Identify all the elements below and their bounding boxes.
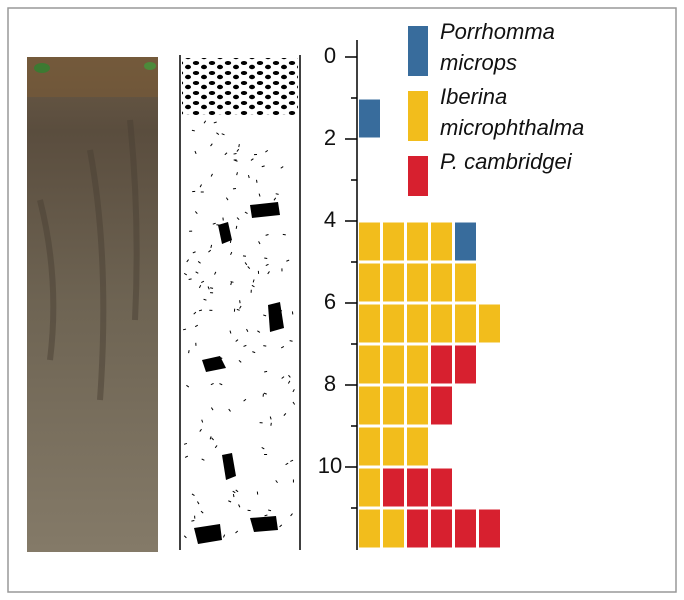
frame: [7, 7, 677, 593]
cell: [359, 345, 380, 384]
legend-label: P. cambridgei: [440, 149, 572, 174]
cell: [407, 222, 428, 261]
bar-segment: [407, 509, 500, 548]
cell: [479, 304, 500, 343]
y-tick-label: 0: [324, 43, 336, 68]
cell: [431, 345, 452, 384]
cell: [383, 304, 404, 343]
cell: [407, 509, 428, 548]
soil-profile: [179, 55, 301, 550]
cell: [407, 386, 428, 425]
bar-segment: [359, 222, 452, 261]
cell: [383, 427, 404, 466]
legend-swatch: [408, 91, 428, 141]
cell: [455, 263, 476, 302]
cell: [455, 345, 476, 384]
cell: [359, 509, 380, 548]
cell: [431, 386, 452, 425]
cell: [407, 304, 428, 343]
cell: [407, 263, 428, 302]
cell: [359, 222, 380, 261]
legend-item: Porrhomma microps: [408, 16, 615, 78]
cell: [431, 509, 452, 548]
bar-segment: [431, 386, 452, 425]
bar-segment: [359, 263, 476, 302]
cell: [383, 263, 404, 302]
cell: [359, 263, 380, 302]
bar-segment: [359, 468, 380, 507]
legend-swatch: [408, 26, 428, 76]
cell: [383, 386, 404, 425]
bar-segment: [359, 99, 380, 138]
y-tick-label: 2: [324, 125, 336, 150]
cell: [455, 509, 476, 548]
cell: [383, 509, 404, 548]
cell: [383, 222, 404, 261]
bar-segment: [431, 345, 476, 384]
cell: [431, 263, 452, 302]
bar-segment: [359, 304, 500, 343]
cell: [479, 509, 500, 548]
bar-segment: [455, 222, 476, 261]
cell: [383, 468, 404, 507]
y-tick-label: 6: [324, 289, 336, 314]
cell: [359, 468, 380, 507]
legend-label: Iberina microphthalma: [440, 84, 585, 140]
soil-photo: [27, 57, 158, 552]
bar-segment: [383, 468, 452, 507]
cell: [407, 468, 428, 507]
cell: [431, 222, 452, 261]
y-tick-label: 10: [318, 453, 342, 478]
bar-segment: [359, 427, 428, 466]
cell: [383, 345, 404, 384]
cell: [455, 222, 476, 261]
y-tick-label: 4: [324, 207, 336, 232]
cell: [407, 427, 428, 466]
bar-segment: [359, 509, 404, 548]
cell: [359, 427, 380, 466]
legend-label: Porrhomma microps: [440, 19, 555, 75]
cell: [431, 468, 452, 507]
bar-segment: [359, 345, 428, 384]
cell: [359, 99, 380, 138]
legend-item: Iberina microphthalma: [408, 81, 615, 143]
cell: [407, 345, 428, 384]
cell: [431, 304, 452, 343]
bar-segment: [359, 386, 428, 425]
legend-item: P. cambridgei: [408, 146, 615, 196]
cell: [455, 304, 476, 343]
legend: Porrhomma microps Iberina microphthalma P.…: [408, 16, 615, 199]
cell: [359, 386, 380, 425]
y-tick-label: 8: [324, 371, 336, 396]
cell: [359, 304, 380, 343]
legend-swatch: [408, 156, 428, 196]
